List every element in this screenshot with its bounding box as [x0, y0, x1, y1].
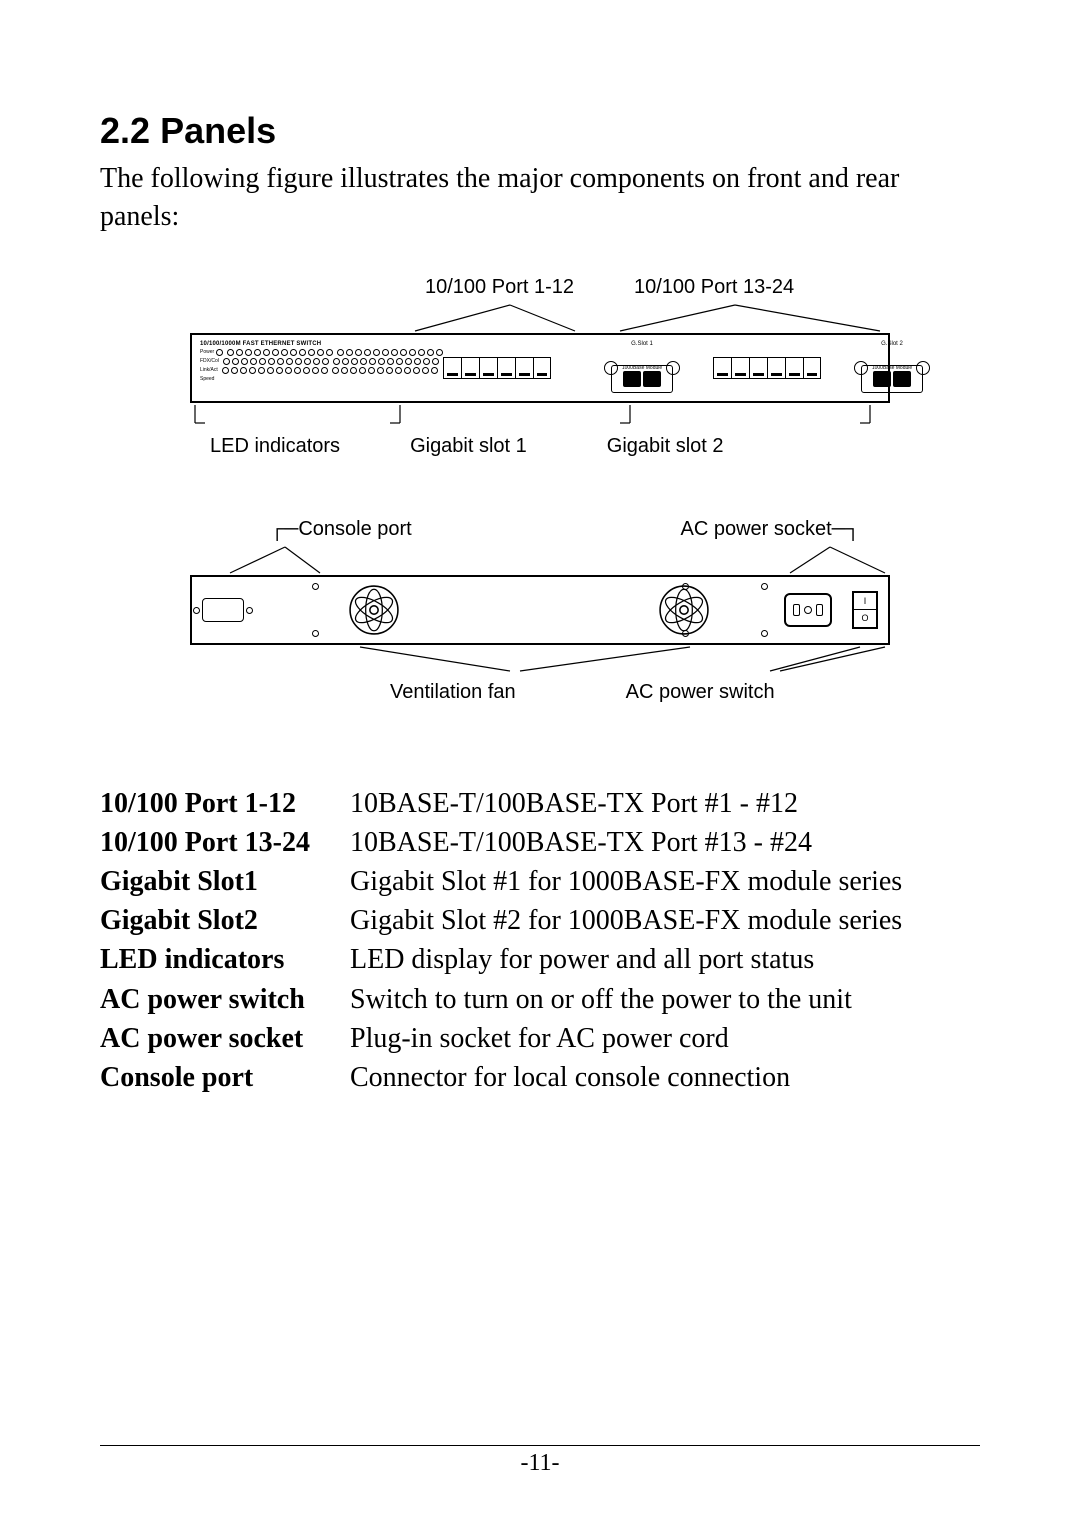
- rear-bottom-labels: Ventilation fan AC power switch: [190, 681, 890, 704]
- definition-desc: LED display for power and all port statu…: [350, 940, 980, 979]
- definition-term: AC power switch: [100, 980, 350, 1019]
- front-bottom-labels: LED indicators Gigabit slot 1 Gigabit sl…: [190, 435, 890, 458]
- port-group-1-12: [412, 335, 582, 401]
- definition-row: LED indicators LED display for power and…: [100, 940, 980, 979]
- definition-row: Console port Connector for local console…: [100, 1058, 980, 1097]
- gigabit-slot-2: G.Slot 2 1000Base Module: [832, 335, 952, 401]
- definition-term: Gigabit Slot2: [100, 901, 350, 940]
- rear-panel-device: IO: [190, 575, 890, 645]
- ventilation-fan-icon-2: [654, 584, 714, 636]
- definition-term: AC power socket: [100, 1019, 350, 1058]
- section-title-text: Panels: [160, 110, 276, 151]
- gigabit-slot-1: G.Slot 1 1000Base Module: [582, 335, 702, 401]
- page-footer: -11-: [100, 1445, 980, 1477]
- definition-desc: 10BASE-T/100BASE-TX Port #13 - #24: [350, 823, 980, 862]
- definition-term: LED indicators: [100, 940, 350, 979]
- label-gigabit-slot-1: Gigabit slot 1: [410, 435, 527, 458]
- definition-row: Gigabit Slot1 Gigabit Slot #1 for 1000BA…: [100, 862, 980, 901]
- label-ports-13-24: 10/100 Port 13-24: [634, 276, 794, 299]
- led-indicator-panel: 10/100/1000M FAST ETHERNET SWITCH Power …: [192, 335, 412, 401]
- port-group-13-24: [702, 335, 832, 401]
- intro-paragraph: The following figure illustrates the maj…: [100, 160, 980, 236]
- device-model-label: 10/100/1000M FAST ETHERNET SWITCH: [200, 341, 405, 347]
- definition-row: 10/100 Port 13-24 10BASE-T/100BASE-TX Po…: [100, 823, 980, 862]
- definition-desc: Plug-in socket for AC power cord: [350, 1019, 980, 1058]
- definition-row: Gigabit Slot2 Gigabit Slot #2 for 1000BA…: [100, 901, 980, 940]
- rear-top-callout-lines: [190, 545, 890, 575]
- definition-term: 10/100 Port 1-12: [100, 784, 350, 823]
- definition-term: Console port: [100, 1058, 350, 1097]
- definition-desc: Gigabit Slot #2 for 1000BASE-FX module s…: [350, 901, 980, 940]
- front-top-callout-lines: [190, 303, 890, 333]
- definition-desc: 10BASE-T/100BASE-TX Port #1 - #12: [350, 784, 980, 823]
- ac-power-socket-icon: [784, 593, 832, 627]
- definition-term: 10/100 Port 13-24: [100, 823, 350, 862]
- label-ac-switch: AC power switch: [626, 681, 775, 704]
- label-ports-1-12: 10/100 Port 1-12: [425, 276, 574, 299]
- document-page: 2.2 Panels The following figure illustra…: [0, 0, 1080, 1537]
- console-port-icon: [202, 598, 244, 622]
- definition-desc: Gigabit Slot #1 for 1000BASE-FX module s…: [350, 862, 980, 901]
- label-ventilation-fan: Ventilation fan: [390, 681, 516, 704]
- definition-desc: Switch to turn on or off the power to th…: [350, 980, 980, 1019]
- definition-row: AC power switch Switch to turn on or off…: [100, 980, 980, 1019]
- definition-row: AC power socket Plug-in socket for AC po…: [100, 1019, 980, 1058]
- front-bottom-callout-lines: [190, 403, 890, 429]
- panels-figure: 10/100 Port 1-12 10/100 Port 13-24 10/10…: [190, 276, 890, 704]
- label-led-indicators: LED indicators: [210, 435, 340, 458]
- page-number: -11-: [520, 1450, 559, 1476]
- rear-bottom-callout-lines: [190, 645, 890, 675]
- front-panel-block: 10/100 Port 1-12 10/100 Port 13-24 10/10…: [190, 276, 890, 458]
- rear-panel-block: ┌─ Console port AC power socket ─┐: [190, 518, 890, 704]
- front-top-labels: 10/100 Port 1-12 10/100 Port 13-24: [190, 276, 890, 299]
- definition-term: Gigabit Slot1: [100, 862, 350, 901]
- label-ac-socket: AC power socket: [680, 518, 831, 541]
- definition-row: 10/100 Port 1-12 10BASE-T/100BASE-TX Por…: [100, 784, 980, 823]
- section-number: 2.2: [100, 110, 150, 151]
- definition-desc: Connector for local console connection: [350, 1058, 980, 1097]
- ac-power-switch-icon: IO: [852, 591, 878, 629]
- label-gigabit-slot-2: Gigabit slot 2: [607, 435, 724, 458]
- section-heading: 2.2 Panels: [100, 110, 980, 152]
- front-panel-device: 10/100/1000M FAST ETHERNET SWITCH Power …: [190, 333, 890, 403]
- rear-top-labels: ┌─ Console port AC power socket ─┐: [190, 518, 890, 541]
- ventilation-fan-icon: [344, 584, 404, 636]
- label-console-port: Console port: [298, 518, 411, 541]
- definitions-list: 10/100 Port 1-12 10BASE-T/100BASE-TX Por…: [100, 784, 980, 1098]
